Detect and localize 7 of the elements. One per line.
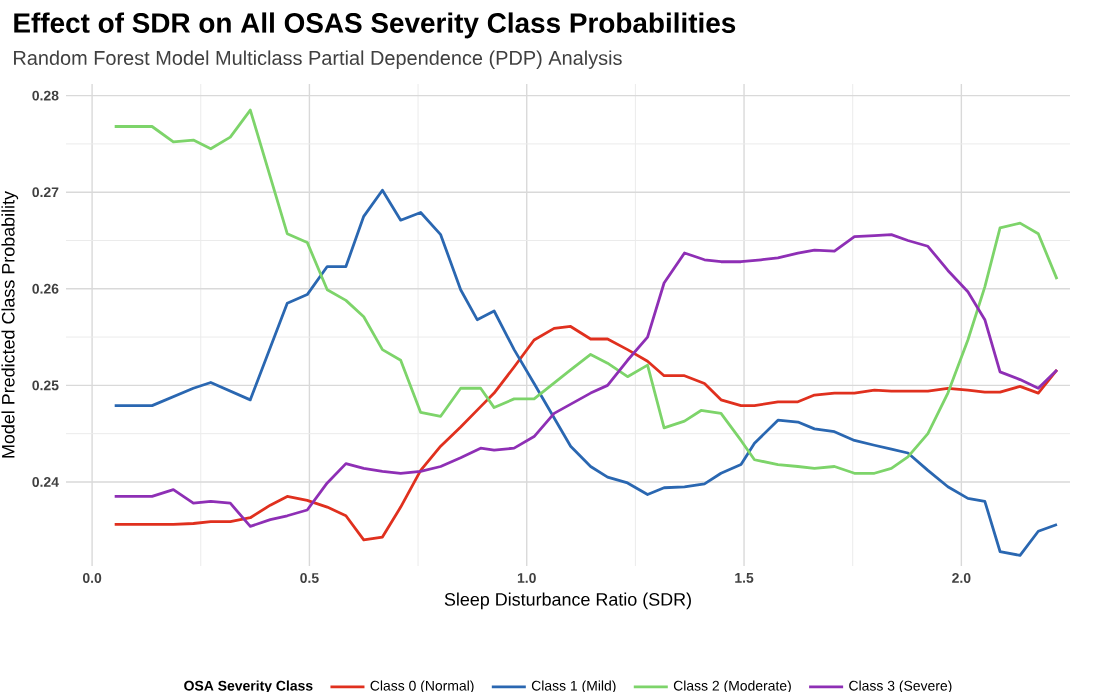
chart-title: Effect of SDR on All OSAS Severity Class Probabilities [14, 12, 736, 39]
y-axis-title: Model Predicted Class Probability [1, 191, 19, 458]
line-series [113, 233, 1059, 528]
line-series [113, 108, 1059, 475]
line-series [113, 188, 1059, 557]
chart-subtitle: Random Forest Model Multiclass Partial Dependence (PDP) Analysis [14, 50, 622, 69]
x-axis-title: Sleep Disturbance Ratio (SDR) [444, 592, 691, 610]
